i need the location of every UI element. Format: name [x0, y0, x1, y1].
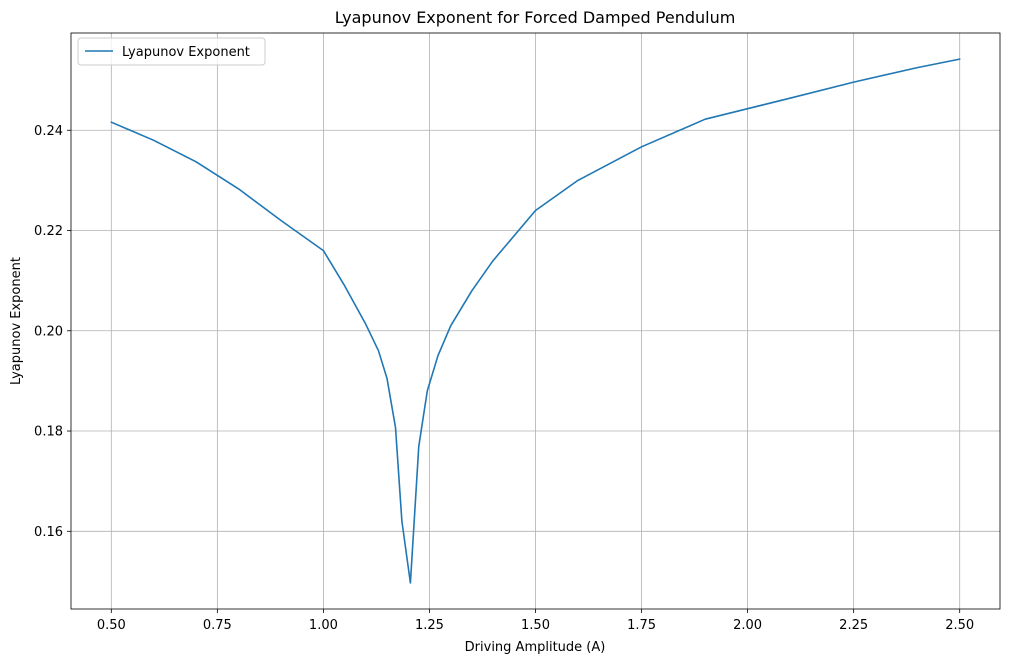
y-tick-label: 0.22: [34, 224, 63, 239]
grid-lines: [71, 33, 1000, 609]
x-tick-label: 1.25: [415, 618, 444, 633]
x-tick-label: 2.00: [733, 618, 762, 633]
x-tick-label: 0.50: [97, 618, 126, 633]
legend-box: [77, 37, 266, 66]
x-tick-label: 0.75: [203, 618, 232, 633]
y-tick-label: 0.24: [34, 124, 63, 139]
legend-label: Lyapunov Exponent: [122, 45, 250, 60]
x-axis-label: Driving Amplitude (A): [465, 640, 606, 655]
x-tick-label: 1.50: [521, 618, 550, 633]
y-tick-label: 0.20: [34, 324, 63, 339]
x-tick-label: 2.25: [839, 618, 868, 633]
y-axis-label: Lyapunov Exponent: [9, 257, 24, 385]
data-series-layer: [110, 58, 961, 584]
series-line: [110, 58, 961, 584]
x-tick-label: 2.50: [945, 618, 974, 633]
y-tick-label: 0.16: [34, 525, 63, 540]
x-tick-label: 1.00: [309, 618, 338, 633]
axis-ticks: 0.50 0.75 1.00 1.25 1.50 1.75 2.00 2.25 2.50 0.16…: [34, 124, 974, 633]
legend: Lyapunov Exponent: [77, 37, 266, 66]
chart-title: Lyapunov Exponent for Forced Damped Pend…: [335, 8, 736, 27]
x-tick-label: 1.75: [627, 618, 656, 633]
y-tick-label: 0.18: [34, 425, 63, 440]
